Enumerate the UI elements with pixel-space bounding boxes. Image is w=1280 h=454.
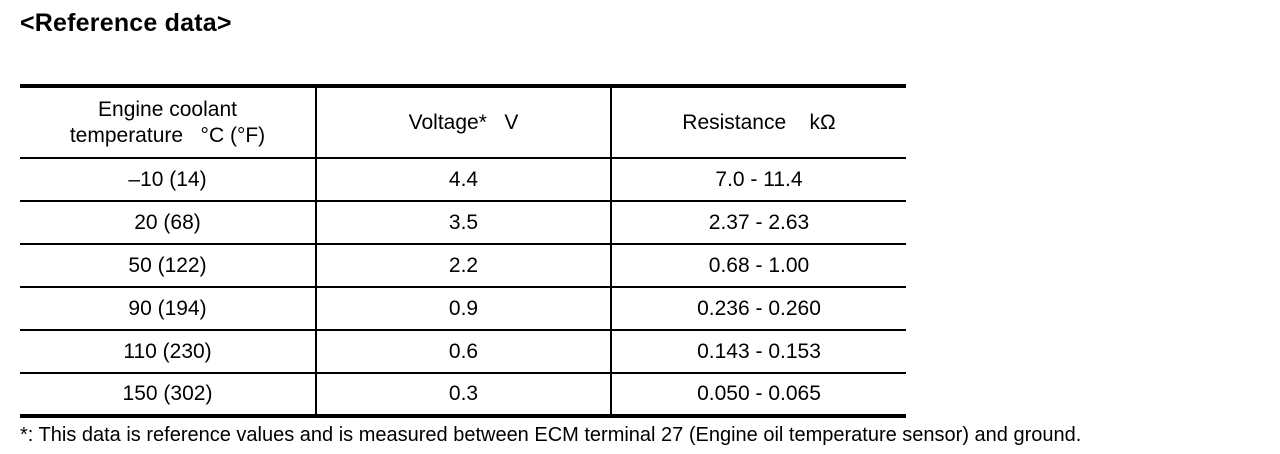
header-temperature-line1: Engine coolant	[98, 97, 237, 121]
table-row: 50 (122) 2.2 0.68 - 1.00	[20, 244, 906, 288]
page-title: <Reference data>	[20, 9, 232, 37]
cell-temperature: –10 (14)	[20, 158, 316, 202]
cell-voltage: 0.3	[315, 373, 611, 418]
header-voltage: Voltage* V	[315, 84, 611, 159]
cell-resistance: 0.236 - 0.260	[610, 287, 906, 331]
table-row: 110 (230) 0.6 0.143 - 0.153	[20, 330, 906, 374]
cell-resistance: 0.143 - 0.153	[610, 330, 906, 374]
footnote: *: This data is reference values and is …	[20, 424, 1082, 446]
header-engine-coolant-temperature: Engine coolant temperature °C (°F)	[20, 84, 316, 159]
cell-temperature: 90 (194)	[20, 287, 316, 331]
cell-voltage: 0.9	[315, 287, 611, 331]
cell-temperature: 150 (302)	[20, 373, 316, 418]
cell-voltage: 3.5	[315, 201, 611, 245]
cell-resistance: 0.050 - 0.065	[610, 373, 906, 418]
header-resistance: Resistance kΩ	[610, 84, 906, 159]
cell-temperature: 110 (230)	[20, 330, 316, 374]
table-row: 90 (194) 0.9 0.236 - 0.260	[20, 287, 906, 331]
cell-temperature: 20 (68)	[20, 201, 316, 245]
table-row: 20 (68) 3.5 2.37 - 2.63	[20, 201, 906, 245]
cell-temperature: 50 (122)	[20, 244, 316, 288]
cell-voltage: 4.4	[315, 158, 611, 202]
header-temperature-line2: temperature °C (°F)	[69, 123, 266, 147]
reference-data-table: Engine coolant temperature °C (°F) Volta…	[20, 84, 906, 418]
table-row: –10 (14) 4.4 7.0 - 11.4	[20, 158, 906, 202]
cell-resistance: 2.37 - 2.63	[610, 201, 906, 245]
cell-resistance: 0.68 - 1.00	[610, 244, 906, 288]
table-row: 150 (302) 0.3 0.050 - 0.065	[20, 373, 906, 418]
table-header-row: Engine coolant temperature °C (°F) Volta…	[20, 84, 906, 159]
cell-voltage: 0.6	[315, 330, 611, 374]
cell-voltage: 2.2	[315, 244, 611, 288]
cell-resistance: 7.0 - 11.4	[610, 158, 906, 202]
